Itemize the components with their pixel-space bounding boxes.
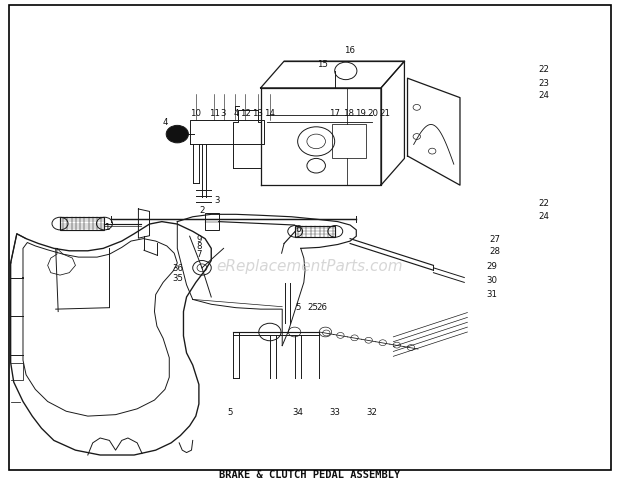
Text: 31: 31 xyxy=(486,289,497,298)
Text: 17: 17 xyxy=(329,108,340,118)
Text: 22: 22 xyxy=(538,65,549,74)
Text: 16: 16 xyxy=(344,45,355,54)
Text: 7: 7 xyxy=(197,249,202,258)
Text: 26: 26 xyxy=(317,303,328,311)
Text: 13: 13 xyxy=(252,108,263,118)
Text: 6: 6 xyxy=(295,225,301,234)
Text: 36: 36 xyxy=(172,264,184,273)
Bar xyxy=(60,218,104,230)
Text: 14: 14 xyxy=(264,108,275,118)
Text: 25: 25 xyxy=(308,303,319,311)
Text: 3: 3 xyxy=(215,196,220,205)
Text: 5: 5 xyxy=(295,303,301,311)
Text: 10: 10 xyxy=(190,108,202,118)
Bar xyxy=(205,213,219,231)
Text: 22: 22 xyxy=(538,198,549,207)
Text: 4: 4 xyxy=(162,118,168,127)
Text: 33: 33 xyxy=(329,407,340,416)
Text: 24: 24 xyxy=(538,211,549,221)
Text: 23: 23 xyxy=(538,79,549,87)
Text: 27: 27 xyxy=(489,235,500,244)
Text: 9: 9 xyxy=(197,235,202,244)
Circle shape xyxy=(166,126,188,143)
Text: 18: 18 xyxy=(343,108,354,118)
Text: BRAKE & CLUTCH PEDAL ASSEMBLY: BRAKE & CLUTCH PEDAL ASSEMBLY xyxy=(219,469,401,480)
Text: 8: 8 xyxy=(197,242,202,251)
Text: 1: 1 xyxy=(104,223,109,231)
Text: 5: 5 xyxy=(227,407,232,416)
Text: 19: 19 xyxy=(355,108,366,118)
Text: 34: 34 xyxy=(292,407,303,416)
Text: 11: 11 xyxy=(209,108,220,118)
Text: 30: 30 xyxy=(486,276,497,285)
Text: 2: 2 xyxy=(200,205,205,215)
Text: 4: 4 xyxy=(233,108,239,118)
Bar xyxy=(295,226,335,238)
Text: 35: 35 xyxy=(172,273,184,283)
Text: 24: 24 xyxy=(538,91,549,100)
Text: 12: 12 xyxy=(240,108,250,118)
Bar xyxy=(332,125,366,159)
Text: 29: 29 xyxy=(486,262,497,270)
Text: eReplacementParts.com: eReplacementParts.com xyxy=(216,258,404,273)
Text: 32: 32 xyxy=(366,407,377,416)
Text: 20: 20 xyxy=(368,108,378,118)
Text: 28: 28 xyxy=(489,247,500,256)
Text: 15: 15 xyxy=(317,60,328,69)
Text: 3: 3 xyxy=(221,108,226,118)
Text: 21: 21 xyxy=(380,108,391,118)
